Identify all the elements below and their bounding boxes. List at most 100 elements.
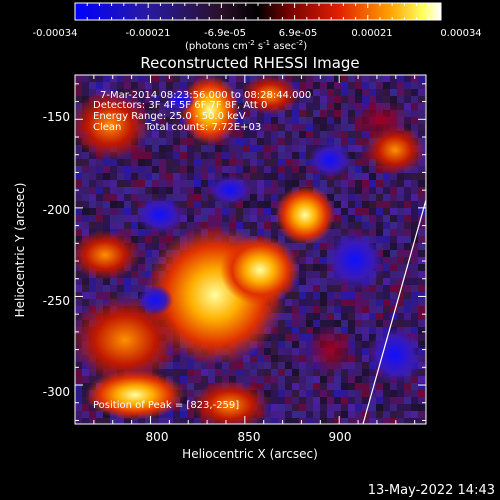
- image-pixel: [313, 89, 320, 96]
- image-pixel: [292, 327, 299, 334]
- image-pixel: [264, 376, 271, 383]
- image-pixel: [313, 131, 320, 138]
- image-pixel: [369, 390, 376, 397]
- image-pixel: [341, 299, 348, 306]
- image-pixel: [383, 180, 390, 187]
- image-pixel: [369, 404, 376, 411]
- image-pixel: [313, 138, 320, 145]
- image-pixel: [264, 383, 271, 390]
- image-pixel: [180, 180, 187, 187]
- image-pixel: [145, 194, 152, 201]
- image-pixel: [355, 383, 362, 390]
- image-pixel: [306, 250, 313, 257]
- image-pixel: [334, 306, 341, 313]
- emission-blob: [75, 295, 180, 385]
- image-pixel: [376, 89, 383, 96]
- image-pixel: [180, 82, 187, 89]
- image-pixel: [341, 208, 348, 215]
- image-pixel: [215, 208, 222, 215]
- image-pixel: [327, 124, 334, 131]
- image-pixel: [327, 397, 334, 404]
- image-pixel: [292, 159, 299, 166]
- image-pixel: [75, 404, 82, 411]
- image-pixel: [299, 152, 306, 159]
- image-pixel: [341, 82, 348, 89]
- image-pixel: [75, 201, 82, 208]
- image-pixel: [390, 222, 397, 229]
- image-pixel: [376, 82, 383, 89]
- image-pixel: [369, 194, 376, 201]
- image-pixel: [145, 96, 152, 103]
- image-pixel: [159, 103, 166, 110]
- image-pixel: [271, 355, 278, 362]
- image-pixel: [376, 383, 383, 390]
- image-pixel: [103, 82, 110, 89]
- image-pixel: [194, 173, 201, 180]
- image-pixel: [292, 418, 299, 424]
- image-pixel: [341, 117, 348, 124]
- image-pixel: [418, 327, 425, 334]
- image-pixel: [376, 278, 383, 285]
- image-pixel: [313, 243, 320, 250]
- image-pixel: [404, 271, 411, 278]
- image-pixel: [313, 82, 320, 89]
- image-pixel: [383, 208, 390, 215]
- image-pixel: [362, 341, 369, 348]
- image-pixel: [334, 404, 341, 411]
- image-pixel: [96, 222, 103, 229]
- image-pixel: [75, 299, 82, 306]
- image-pixel: [404, 243, 411, 250]
- image-pixel: [327, 418, 334, 424]
- image-pixel: [194, 201, 201, 208]
- image-pixel: [180, 404, 187, 411]
- image-pixel: [411, 222, 418, 229]
- image-pixel: [187, 159, 194, 166]
- image-pixel: [75, 89, 82, 96]
- image-pixel: [264, 152, 271, 159]
- image-pixel: [194, 194, 201, 201]
- image-pixel: [159, 173, 166, 180]
- image-pixel: [117, 215, 124, 222]
- image-pixel: [222, 159, 229, 166]
- image-pixel: [257, 208, 264, 215]
- image-pixel: [124, 180, 131, 187]
- image-pixel: [376, 194, 383, 201]
- image-pixel: [411, 299, 418, 306]
- image-pixel: [96, 208, 103, 215]
- image-pixel: [320, 390, 327, 397]
- image-pixel: [278, 327, 285, 334]
- colorbar-ticks: [74, 3, 442, 20]
- image-pixel: [411, 173, 418, 180]
- image-pixel: [341, 173, 348, 180]
- emission-blob: [85, 370, 185, 420]
- colorbar-tick-label: 6.9e-05: [279, 28, 317, 39]
- image-pixel: [173, 180, 180, 187]
- image-pixel: [215, 201, 222, 208]
- image-pixel: [243, 376, 250, 383]
- image-pixel: [341, 404, 348, 411]
- image-pixel: [166, 166, 173, 173]
- image-pixel: [236, 201, 243, 208]
- emission-blob: [240, 75, 300, 115]
- image-pixel: [187, 173, 194, 180]
- image-pixel: [327, 404, 334, 411]
- image-pixel: [131, 159, 138, 166]
- image-pixel: [397, 194, 404, 201]
- image-pixel: [355, 145, 362, 152]
- image-pixel: [355, 320, 362, 327]
- image-pixel: [250, 362, 257, 369]
- image-pixel: [383, 89, 390, 96]
- image-pixel: [404, 404, 411, 411]
- image-pixel: [222, 138, 229, 145]
- image-pixel: [355, 166, 362, 173]
- image-pixel: [222, 369, 229, 376]
- image-pixel: [320, 131, 327, 138]
- image-pixel: [89, 285, 96, 292]
- image-pixel: [362, 222, 369, 229]
- image-pixel: [75, 229, 82, 236]
- image-pixel: [96, 173, 103, 180]
- image-pixel: [418, 411, 425, 418]
- image-pixel: [313, 320, 320, 327]
- image-pixel: [355, 411, 362, 418]
- image-pixel: [229, 222, 236, 229]
